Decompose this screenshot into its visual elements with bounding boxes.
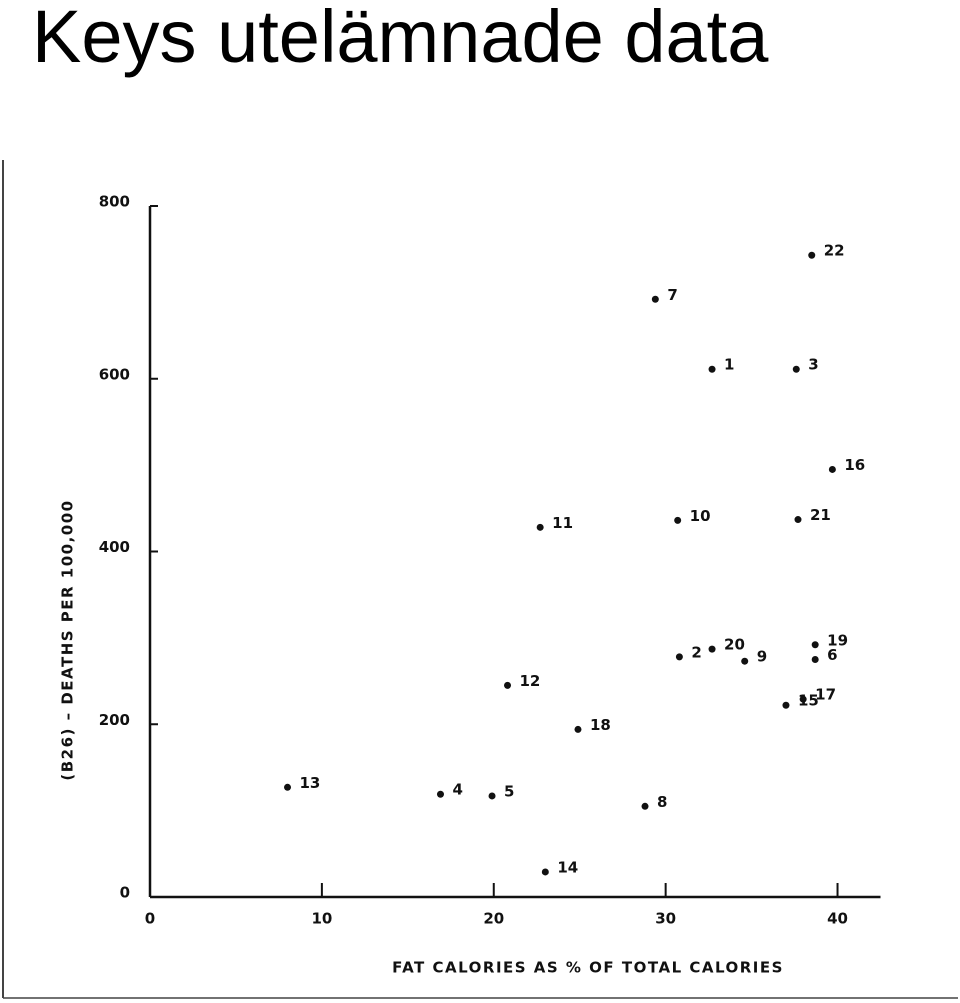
x-tick-label: 20 [483, 910, 504, 928]
point-label: 4 [452, 781, 462, 799]
data-point [708, 645, 716, 653]
data-point [674, 516, 682, 524]
y-axis-title: (B26) – DEATHS PER 100,000 [59, 499, 77, 780]
point-label: 12 [520, 672, 541, 690]
data-point [811, 641, 819, 649]
data-point [792, 365, 800, 373]
data-point [708, 365, 716, 373]
point-label: 8 [657, 793, 667, 811]
point-label: 3 [808, 356, 818, 374]
slide-title: Keys utelämnade data [32, 0, 769, 78]
data-point [675, 653, 683, 661]
point-label: 11 [552, 514, 573, 532]
point-label: 10 [690, 507, 711, 525]
point-label: 9 [757, 648, 767, 666]
data-point [794, 516, 802, 524]
data-point [284, 783, 292, 791]
x-axis-title: FAT CALORIES AS % OF TOTAL CALORIES [392, 959, 784, 977]
point-label: 16 [844, 456, 865, 474]
point-label: 15 [798, 692, 819, 710]
data-point [541, 868, 549, 876]
y-tick-label: 400 [99, 538, 130, 556]
point-label: 19 [827, 631, 848, 649]
data-point [641, 802, 649, 810]
y-tick-label: 200 [99, 711, 130, 729]
point-label: 1 [724, 356, 734, 374]
x-tick-label: 30 [655, 910, 676, 928]
point-label: 18 [590, 716, 611, 734]
point-label: 22 [824, 242, 845, 260]
y-tick-label: 800 [99, 193, 130, 211]
data-point [504, 681, 512, 689]
data-point [651, 295, 659, 303]
data-point [782, 701, 790, 709]
point-label: 17 [815, 686, 836, 704]
point-label: 14 [557, 858, 578, 876]
x-tick-label: 40 [827, 910, 848, 928]
point-label: 7 [667, 286, 677, 304]
x-tick-label: 10 [311, 910, 332, 928]
point-label: 13 [300, 774, 321, 792]
point-label: 2 [691, 643, 701, 661]
y-tick-label: 600 [99, 365, 130, 383]
point-label: 20 [724, 636, 745, 654]
data-point [574, 725, 582, 733]
data-point [828, 465, 836, 473]
point-label: 21 [810, 506, 831, 524]
data-point [741, 657, 749, 665]
x-tick-label: 0 [145, 910, 155, 928]
y-tick-label: 0 [120, 884, 130, 902]
data-point [488, 792, 496, 800]
data-point [811, 655, 819, 663]
data-point [799, 695, 807, 703]
point-label: 6 [827, 646, 837, 664]
data-point [436, 790, 444, 798]
data-point [808, 251, 816, 259]
point-label: 5 [504, 782, 514, 800]
data-point [536, 523, 544, 531]
